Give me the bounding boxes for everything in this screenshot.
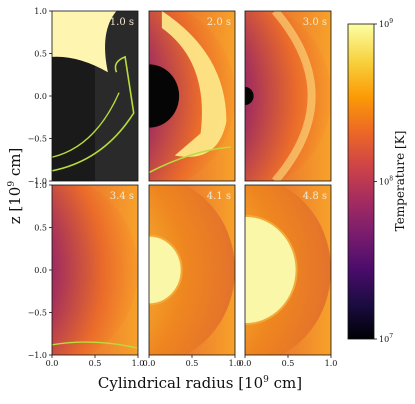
y-tick-label: −0.5 xyxy=(28,135,47,144)
colorbar-tick-label: 108 xyxy=(379,176,393,187)
panel-frame xyxy=(244,10,332,182)
x-tick-label: 0.5 xyxy=(186,359,199,368)
x-tick-label: 0.5 xyxy=(282,359,295,368)
panel-time-label: 4.8 s xyxy=(303,191,327,202)
hot-cap xyxy=(161,11,227,157)
y-tick-label: 0.5 xyxy=(34,50,47,59)
panel-time-label: 1.0 s xyxy=(110,17,134,28)
x-tick-label: 0.5 xyxy=(89,359,102,368)
panel-1: 2.0 s xyxy=(148,10,236,182)
radial-glow xyxy=(52,185,138,355)
colorbar-label: Temperature [K] xyxy=(393,131,407,232)
colorbar-tick-label: 109 xyxy=(379,18,393,29)
panel-5: 4.8 s 0.0 0.5 1.0 xyxy=(239,184,338,368)
contour-inner xyxy=(52,92,120,158)
panel-time-label: 3.0 s xyxy=(303,17,327,28)
colorbar: 109 108 107 Temperature [K] xyxy=(347,18,407,344)
panel-time-label: 4.1 s xyxy=(207,191,231,202)
x-tick-label: 1.0 xyxy=(325,359,338,368)
y-tick-label: 1.0 xyxy=(34,7,47,16)
colorbar-tick-label: 107 xyxy=(379,333,393,344)
hot-core xyxy=(245,86,254,106)
panel-time-label: 2.0 s xyxy=(207,17,231,28)
hot-core xyxy=(149,234,183,306)
x-axis-label: Cylindrical radius [109 cm] xyxy=(98,374,302,392)
contour-outer xyxy=(52,55,135,172)
panel-time-label: 3.4 s xyxy=(110,191,134,202)
shell-band xyxy=(272,11,316,181)
colorbar-gradient xyxy=(347,23,375,340)
panel-frame xyxy=(148,10,236,182)
x-tick-label: 1.0 xyxy=(132,359,145,368)
y-axis-label: z [109 cm] xyxy=(6,148,24,225)
y-tick-label: 1.0 xyxy=(34,181,47,190)
contour-outer xyxy=(149,146,231,174)
panel-3: 3.4 s1.00.50.0−0.5−1.00.0 0.5 1.0 xyxy=(28,181,145,368)
radial-glow xyxy=(149,185,235,355)
x-tick-label: 0.0 xyxy=(239,359,252,368)
radial-glow xyxy=(245,11,331,181)
y-tick-label: 0.0 xyxy=(34,266,47,275)
contour-outer xyxy=(52,341,138,349)
y-tick-label: 0.5 xyxy=(34,224,47,233)
y-tick-label: −1.0 xyxy=(28,177,47,186)
panel-0: 1.0 s 1.0 0.5 0.0 −0.5 −1.0 xyxy=(28,7,139,186)
x-tick-label: 0.0 xyxy=(143,359,156,368)
y-tick-label: 0.0 xyxy=(34,92,47,101)
panel-4: 4.1 s 0.0 0.5 1.0 xyxy=(143,184,242,368)
x-tick-label: 0.0 xyxy=(46,359,59,368)
panel-2: 3.0 s xyxy=(244,10,332,182)
y-tick-label: −1.0 xyxy=(28,351,47,360)
hot-cap xyxy=(52,11,117,73)
hot-core xyxy=(149,64,180,128)
y-tick-label: −0.5 xyxy=(28,309,47,318)
x-tick-label: 1.0 xyxy=(229,359,242,368)
hot-core xyxy=(245,214,298,326)
